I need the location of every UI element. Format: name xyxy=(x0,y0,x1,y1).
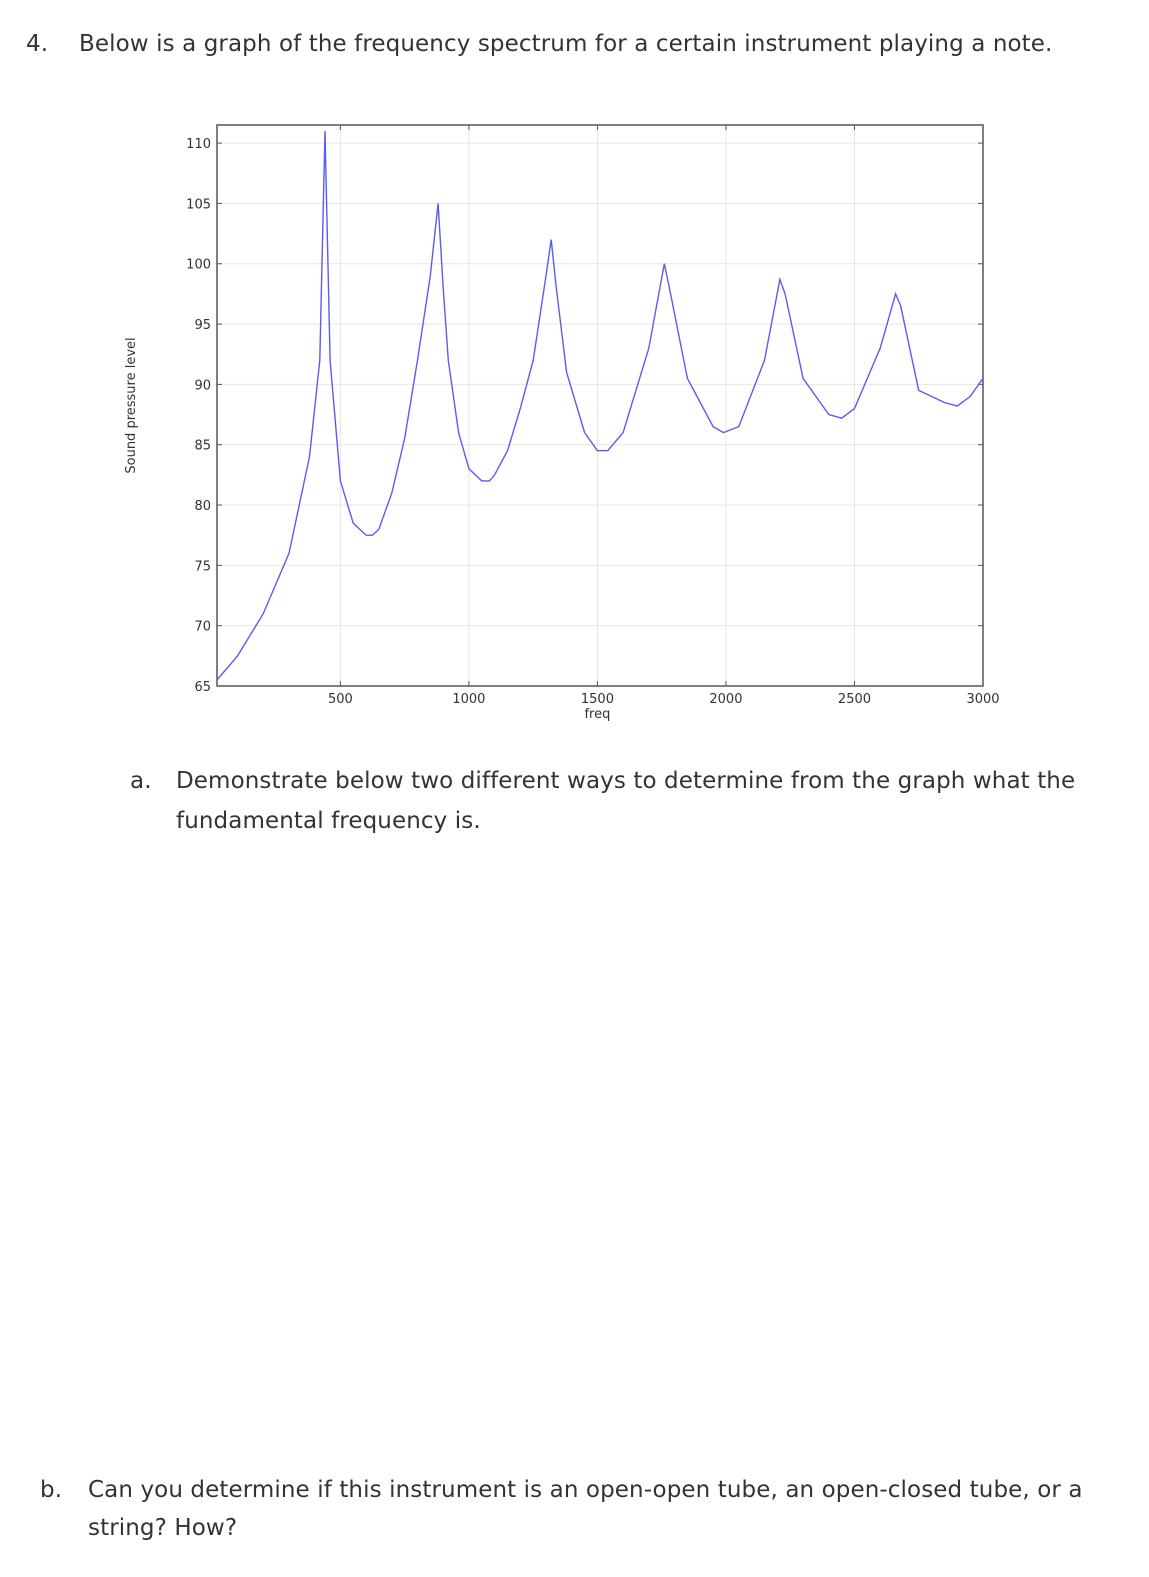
part-b-text-line2: string? How? xyxy=(88,1515,238,1541)
y-tick-label: 65 xyxy=(194,680,211,695)
x-tick-label: 500 xyxy=(328,692,353,707)
x-tick-label: 2000 xyxy=(709,692,742,707)
grid-layer xyxy=(217,125,984,687)
question-text: Below is a graph of the frequency spectr… xyxy=(79,31,1053,57)
question-number: 4. xyxy=(26,31,49,57)
chart-svg: 500 1000 1500 2000 2500 3000 65 70 75 80 85 90 95 100… xyxy=(124,124,1000,722)
y-tick-label: 105 xyxy=(186,197,211,212)
x-axis-title: freq xyxy=(584,707,610,722)
tick-layer: 500 1000 1500 2000 2500 3000 65 70 75 80 85 90 95 100… xyxy=(186,125,1000,707)
y-axis-title: Sound pressure level xyxy=(124,337,139,473)
part-a-label: a. xyxy=(130,768,152,794)
part-a-text-line2: fundamental frequency is. xyxy=(176,808,481,834)
plot-frame xyxy=(216,124,984,687)
x-tick-label: 2500 xyxy=(838,692,871,707)
y-tick-label: 90 xyxy=(194,378,211,393)
y-tick-label: 75 xyxy=(194,559,211,574)
part-b-label: b. xyxy=(40,1477,63,1503)
y-tick-label: 80 xyxy=(194,499,211,514)
part-b-text-line1: Can you determine if this instrument is … xyxy=(88,1477,1083,1503)
part-a-text-line1: Demonstrate below two different ways to … xyxy=(176,768,1076,794)
x-tick-label: 1000 xyxy=(452,692,485,707)
y-tick-label: 95 xyxy=(194,318,211,333)
y-tick-label: 85 xyxy=(194,439,211,454)
x-tick-label: 1500 xyxy=(581,692,614,707)
y-tick-label: 110 xyxy=(186,137,211,152)
frequency-spectrum-chart: 500 1000 1500 2000 2500 3000 65 70 75 80 85 90 95 100… xyxy=(0,100,1149,750)
x-tick-label: 3000 xyxy=(966,692,999,707)
y-tick-label: 70 xyxy=(194,620,211,635)
series-line xyxy=(216,130,984,681)
y-tick-label: 100 xyxy=(186,258,211,273)
